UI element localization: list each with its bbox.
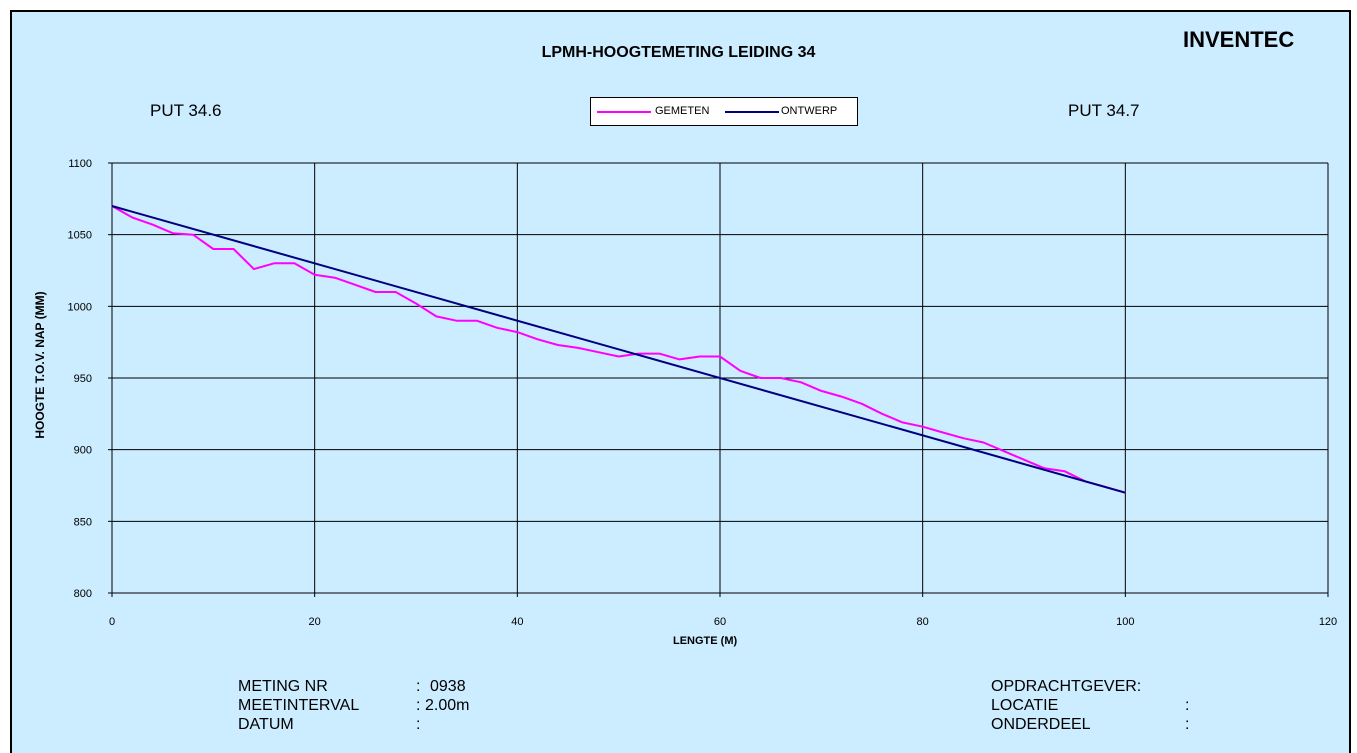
y-tick-label: 850: [74, 516, 92, 528]
info-datum-sep: :: [416, 716, 421, 733]
y-tick-label: 950: [74, 373, 92, 385]
y-tick-label: 800: [74, 588, 92, 600]
info-meetinterval-sep: :: [416, 697, 421, 714]
x-tick-label: 0: [109, 616, 115, 628]
x-tick-label: 80: [917, 616, 929, 628]
y-tick-label: 1050: [68, 230, 92, 242]
x-axis-label: LENGTE (M): [673, 635, 738, 647]
info-meting-nr-label: METING NR: [238, 678, 328, 695]
x-tick-label: 60: [714, 616, 726, 628]
info-opdrachtgever-label: OPDRACHTGEVER:: [991, 678, 1142, 695]
chart-frame: [10, 10, 1351, 753]
brand-label: INVENTEC: [1183, 27, 1295, 52]
info-locatie-sep: :: [1185, 697, 1190, 714]
info-locatie-label: LOCATIE: [991, 697, 1059, 714]
info-meetinterval-value: 2.00m: [425, 697, 470, 714]
y-tick-label: 1100: [68, 158, 92, 170]
x-tick-label: 120: [1319, 616, 1337, 628]
y-tick-label: 1000: [68, 301, 92, 313]
info-datum-label: DATUM: [238, 716, 294, 733]
legend-swatch-gemeten: [597, 111, 651, 113]
series-line-ontwerp: [111, 205, 1126, 494]
chart-title: LPMH-HOOGTEMETING LEIDING 34: [541, 44, 816, 61]
y-axis-label: HOOGTE T.O.V. NAP (MM): [33, 291, 47, 439]
legend-swatch-ontwerp: [725, 111, 779, 113]
info-onderdeel-sep: :: [1185, 716, 1190, 733]
series-line-gemeten: [111, 205, 1126, 494]
info-onderdeel-label: ONDERDEEL: [991, 716, 1091, 733]
chart-legend: GEMETEN ONTWERP: [590, 97, 858, 126]
legend-label-ontwerp: ONTWERP: [781, 105, 838, 117]
x-tick-label: 100: [1116, 616, 1134, 628]
info-meetinterval-label: MEETINTERVAL: [238, 697, 360, 714]
y-tick-label: 900: [74, 445, 92, 457]
info-meting-nr-value: 0938: [430, 678, 466, 695]
legend-label-gemeten: GEMETEN: [655, 105, 710, 117]
x-tick-label: 40: [511, 616, 523, 628]
info-meting-nr-sep: :: [416, 678, 421, 695]
put-right-label: PUT 34.7: [1068, 101, 1140, 120]
x-tick-label: 20: [309, 616, 321, 628]
put-left-label: PUT 34.6: [150, 101, 222, 120]
